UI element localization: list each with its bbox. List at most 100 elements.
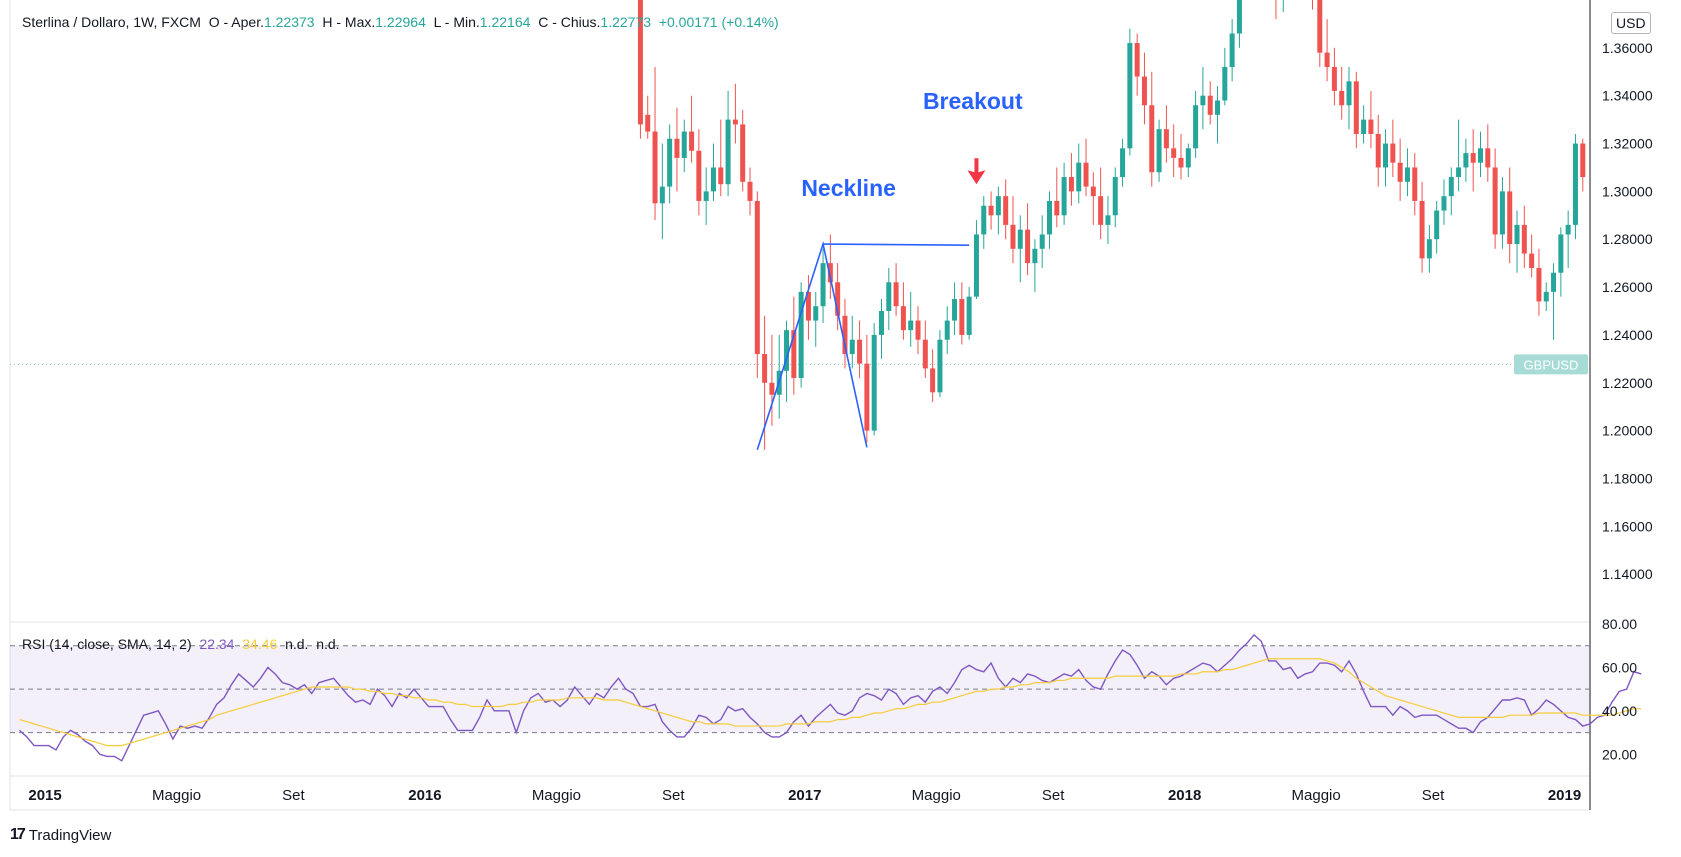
- time-tick-label: Set: [282, 787, 305, 804]
- price-tick-label: 1.28000: [1602, 231, 1653, 247]
- candle-body: [805, 291, 811, 321]
- candle-body: [791, 330, 797, 378]
- rsi-tick-label: 60.00: [1602, 659, 1637, 675]
- rsi-sma-value: 34.46: [242, 636, 278, 652]
- candles: [637, 0, 1586, 450]
- candle-body: [652, 131, 658, 204]
- candle-body: [827, 263, 833, 283]
- candle-body: [1551, 272, 1557, 292]
- symbol-tag-bg: [1514, 354, 1588, 375]
- candle-body: [842, 315, 848, 355]
- candle-body: [988, 205, 994, 216]
- candle-body: [1514, 224, 1520, 245]
- candle-body: [1229, 33, 1235, 67]
- candle-body: [637, 0, 643, 125]
- candle-body: [1236, 0, 1242, 34]
- candle-body: [1383, 143, 1389, 168]
- candle-body: [1580, 143, 1586, 178]
- low-value: 1.22164: [479, 14, 531, 30]
- price-tick-label: 1.22000: [1602, 375, 1653, 391]
- breakout-label: Breakout: [923, 88, 1023, 114]
- candle-body: [1200, 95, 1206, 106]
- candle-body: [813, 306, 819, 321]
- time-tick-label: Set: [662, 787, 685, 804]
- candle-body: [747, 181, 753, 201]
- symbol-label[interactable]: Sterlina / Dollaro, 1W, FXCM: [22, 14, 201, 30]
- candle-body: [871, 334, 877, 431]
- rsi-nd-2: n.d.: [316, 636, 340, 652]
- candle-body: [667, 138, 673, 187]
- candle-body: [1163, 129, 1169, 149]
- price-tick-label: 1.32000: [1602, 136, 1653, 152]
- candle-body: [1456, 167, 1462, 178]
- currency-button[interactable]: USD: [1611, 12, 1651, 34]
- candle-body: [1156, 129, 1162, 173]
- tradingview-brand[interactable]: 17 TradingView: [10, 826, 111, 844]
- candle-body: [1331, 66, 1337, 91]
- price-tick-label: 1.30000: [1602, 183, 1653, 199]
- high-label: H - Max.: [322, 14, 376, 30]
- candle-body: [915, 320, 921, 340]
- time-tick-label: 2018: [1168, 787, 1201, 804]
- candle-body: [944, 320, 950, 340]
- price-tick-label: 1.26000: [1602, 279, 1653, 295]
- annotation-layer: Neckline Breakout: [756, 88, 1023, 450]
- brand-name: TradingView: [28, 826, 112, 844]
- candle-body: [864, 363, 870, 431]
- candle-body: [798, 291, 804, 378]
- candle-body: [1090, 186, 1096, 197]
- candle-body: [1324, 52, 1330, 67]
- rsi-series-sma: [19, 658, 1642, 747]
- candle-body: [966, 296, 972, 335]
- change-value: +0.00171 (+0.14%): [658, 14, 779, 30]
- neckline-label: Neckline: [801, 175, 896, 201]
- candle-body: [1470, 153, 1476, 163]
- time-tick-label: 2016: [408, 787, 441, 804]
- high-value: 1.22964: [375, 14, 426, 30]
- time-tick-label: 2019: [1548, 787, 1581, 804]
- candle-body: [1499, 191, 1505, 235]
- candle-body: [893, 282, 899, 307]
- candle-body: [1507, 191, 1513, 245]
- price-tick-label: 1.16000: [1602, 518, 1653, 534]
- candle-body: [732, 119, 738, 125]
- candle-body: [1412, 167, 1418, 201]
- axis-layer: 1.14000 1.16000 1.18000 1.20000 1.22000 1.240…: [28, 40, 1652, 804]
- candle-body: [1039, 234, 1045, 249]
- grid-layer: [9, 0, 1591, 811]
- time-tick-label: 2017: [788, 787, 821, 804]
- candle-body: [1134, 43, 1140, 77]
- candle-body: [1185, 148, 1191, 168]
- candle-body: [878, 311, 884, 335]
- time-tick-label: Set: [1422, 787, 1445, 804]
- candle-body: [659, 186, 665, 204]
- candle-body: [1178, 157, 1184, 168]
- candle-body: [1404, 167, 1410, 182]
- candle-body: [1222, 66, 1228, 101]
- time-tick-label: Maggio: [532, 787, 581, 804]
- candle-body: [1558, 234, 1564, 273]
- candle-body: [769, 382, 775, 395]
- candle-body: [1390, 143, 1396, 163]
- candle-body: [995, 196, 1001, 216]
- candle-body: [681, 131, 687, 158]
- candle-body: [725, 119, 731, 185]
- time-tick-label: Maggio: [912, 787, 961, 804]
- candle-body: [1098, 196, 1104, 225]
- candle-body: [981, 205, 987, 235]
- tradingview-logo-icon: 17: [10, 826, 26, 843]
- open-label: O - Aper.: [208, 14, 264, 30]
- candle-body: [952, 299, 958, 321]
- rsi-indicator-name[interactable]: RSI (14, close, SMA, 14, 2): [22, 636, 192, 652]
- candle-body: [1441, 196, 1447, 211]
- candle-body: [1149, 105, 1155, 173]
- candle-body: [1368, 119, 1374, 134]
- candle-body: [820, 263, 826, 307]
- candle-body: [922, 339, 928, 369]
- rsi-nd-1: n.d.: [285, 636, 309, 652]
- rsi-legend: RSI (14, close, SMA, 14, 2) 22.34 34.46 …: [22, 636, 340, 652]
- low-label: L - Min.: [433, 14, 480, 30]
- candle-body: [1426, 239, 1432, 259]
